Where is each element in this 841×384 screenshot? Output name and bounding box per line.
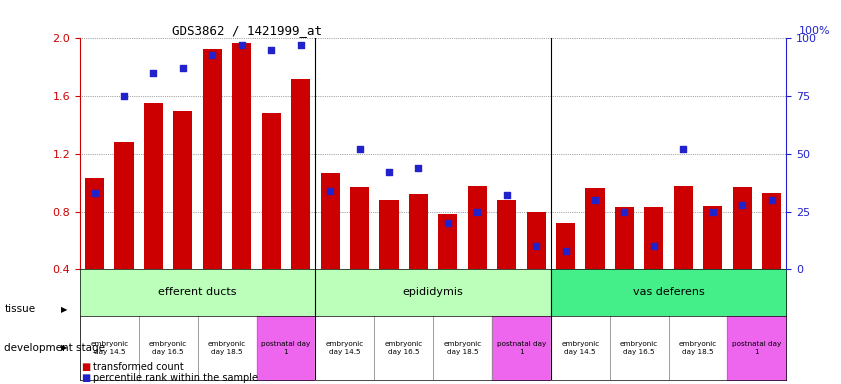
- Text: embryonic
day 14.5: embryonic day 14.5: [325, 341, 364, 354]
- Bar: [379, 200, 399, 269]
- Bar: [468, 185, 487, 269]
- Point: [323, 188, 336, 194]
- Point: [765, 197, 779, 203]
- Point: [500, 192, 513, 199]
- Point: [558, 248, 572, 254]
- Point: [617, 209, 631, 215]
- Bar: [703, 206, 722, 269]
- Text: ■: ■: [82, 362, 91, 372]
- Text: GDS3862 / 1421999_at: GDS3862 / 1421999_at: [172, 24, 322, 37]
- Point: [235, 42, 249, 48]
- Text: embryonic
day 18.5: embryonic day 18.5: [443, 341, 482, 354]
- Point: [177, 65, 190, 71]
- Bar: [409, 194, 428, 269]
- Bar: [144, 103, 163, 269]
- Bar: [350, 187, 369, 269]
- Text: efferent ducts: efferent ducts: [158, 287, 237, 298]
- Text: vas deferens: vas deferens: [632, 287, 705, 298]
- Bar: [615, 207, 634, 269]
- Point: [530, 243, 543, 249]
- Bar: [644, 207, 664, 269]
- Text: ▶: ▶: [61, 343, 67, 352]
- Point: [205, 51, 219, 58]
- Text: embryonic
day 16.5: embryonic day 16.5: [620, 341, 659, 354]
- Bar: [497, 200, 516, 269]
- Point: [441, 220, 454, 226]
- Point: [264, 47, 278, 53]
- Text: embryonic
day 14.5: embryonic day 14.5: [90, 341, 129, 354]
- Point: [589, 197, 602, 203]
- Text: postnatal day
1: postnatal day 1: [262, 341, 310, 354]
- Point: [294, 42, 308, 48]
- Point: [648, 243, 661, 249]
- Text: embryonic
day 18.5: embryonic day 18.5: [679, 341, 717, 354]
- Y-axis label: 100%: 100%: [799, 26, 830, 36]
- Point: [87, 190, 101, 196]
- Bar: [232, 43, 251, 269]
- Point: [353, 146, 367, 152]
- Bar: [173, 111, 193, 269]
- Bar: [85, 179, 104, 269]
- Point: [471, 209, 484, 215]
- Bar: [762, 193, 781, 269]
- Text: development stage: development stage: [4, 343, 105, 353]
- Text: percentile rank within the sample: percentile rank within the sample: [93, 373, 257, 383]
- Point: [735, 202, 748, 208]
- Text: tissue: tissue: [4, 304, 35, 314]
- Bar: [674, 185, 693, 269]
- Text: embryonic
day 16.5: embryonic day 16.5: [149, 341, 188, 354]
- Text: embryonic
day 18.5: embryonic day 18.5: [208, 341, 246, 354]
- Text: postnatal day
1: postnatal day 1: [733, 341, 781, 354]
- Point: [382, 169, 396, 175]
- Text: postnatal day
1: postnatal day 1: [497, 341, 546, 354]
- Text: embryonic
day 14.5: embryonic day 14.5: [561, 341, 600, 354]
- Text: ▶: ▶: [61, 305, 67, 314]
- Text: epididymis: epididymis: [403, 287, 463, 298]
- Point: [146, 70, 160, 76]
- Text: ■: ■: [82, 373, 91, 383]
- Text: embryonic
day 16.5: embryonic day 16.5: [384, 341, 423, 354]
- Bar: [320, 173, 340, 269]
- Bar: [262, 113, 281, 269]
- Point: [117, 93, 131, 99]
- Bar: [733, 187, 752, 269]
- Bar: [438, 215, 458, 269]
- Bar: [291, 79, 310, 269]
- Bar: [556, 223, 575, 269]
- Point: [412, 165, 425, 171]
- Bar: [585, 189, 605, 269]
- Text: transformed count: transformed count: [93, 362, 183, 372]
- Bar: [203, 48, 222, 269]
- Point: [676, 146, 690, 152]
- Bar: [114, 142, 134, 269]
- Point: [706, 209, 719, 215]
- Bar: [526, 212, 546, 269]
